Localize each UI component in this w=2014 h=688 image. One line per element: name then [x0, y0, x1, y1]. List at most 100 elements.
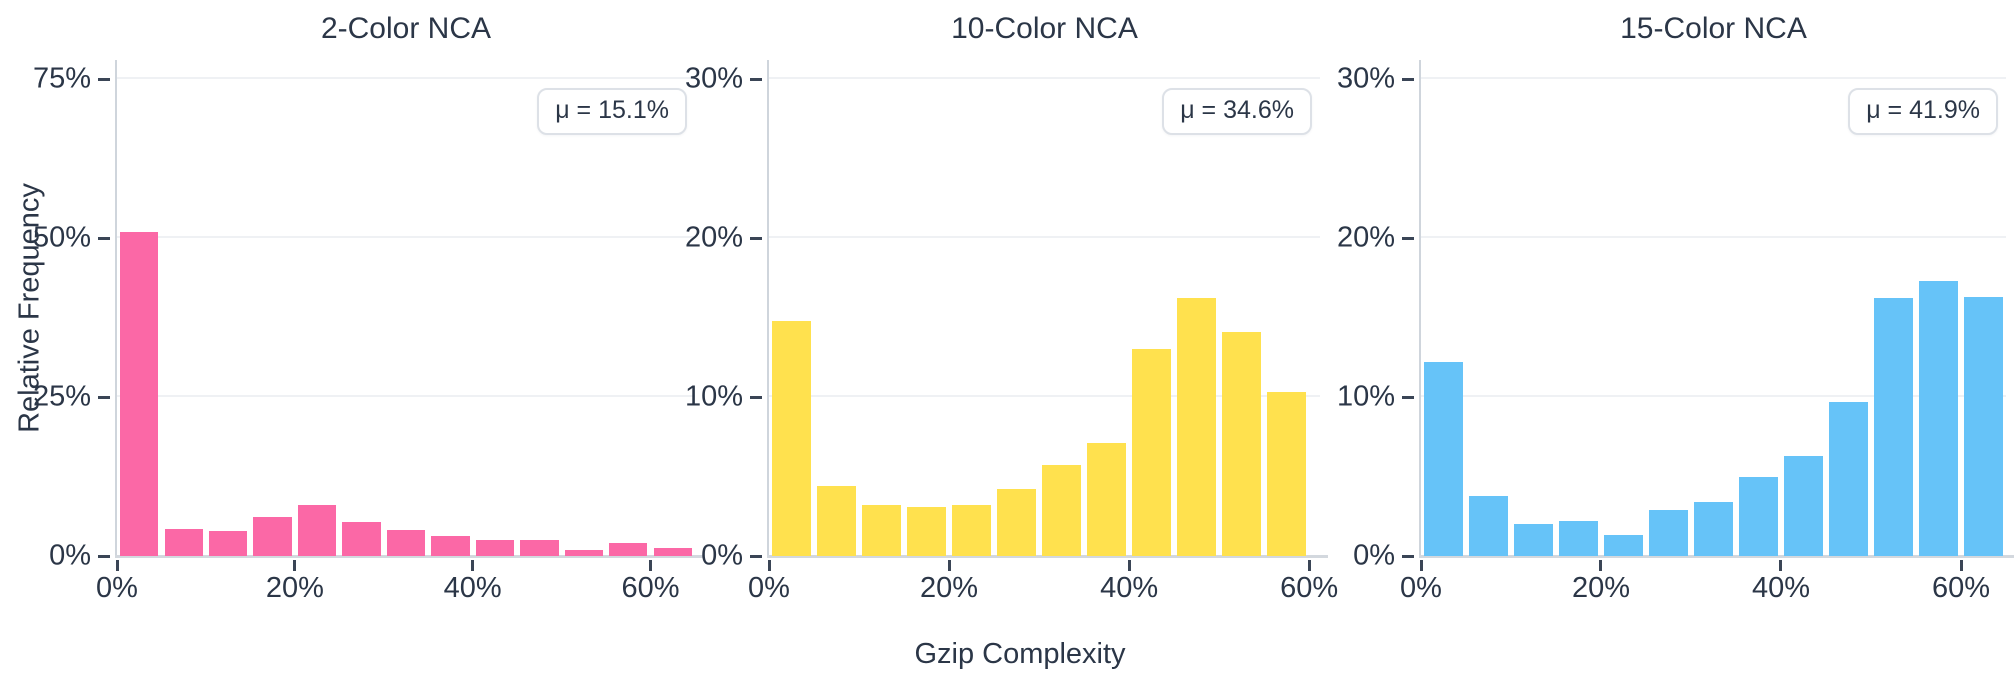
- histogram-bar: [1604, 535, 1643, 556]
- y-tick-mark: [1402, 554, 1414, 558]
- x-tick-mark: [1307, 560, 1311, 571]
- histogram-bar: [120, 231, 159, 556]
- histogram-bar: [1559, 521, 1598, 556]
- histogram-bar: [952, 505, 991, 556]
- y-axis-spine: [115, 60, 117, 558]
- gridline: [117, 236, 695, 239]
- plot-area: μ = 41.9%: [1419, 60, 2014, 558]
- histogram-bar: [1784, 455, 1823, 556]
- y-tick-mark: [1402, 395, 1414, 399]
- gridline: [1421, 395, 2006, 398]
- x-tick-label: 40%: [1751, 572, 1811, 604]
- x-tick-label: 0%: [96, 572, 138, 604]
- y-axis-spine: [1419, 60, 1421, 558]
- gridline: [117, 77, 695, 80]
- histogram-bar: [1132, 349, 1171, 556]
- gridline: [769, 395, 1320, 398]
- x-tick-label: 40%: [1100, 572, 1159, 604]
- x-tick-label: 0%: [1400, 572, 1442, 604]
- x-tick-mark: [1959, 560, 1963, 571]
- gridline: [769, 77, 1320, 80]
- histogram-bar: [475, 540, 515, 556]
- mean-annotation-text: μ = 41.9%: [1866, 96, 1980, 124]
- histogram-bar: [297, 504, 337, 556]
- histogram-bar: [997, 489, 1036, 556]
- y-tick-label: 20%: [684, 221, 743, 254]
- x-tick-label: 20%: [1571, 572, 1631, 604]
- y-tick-mark: [98, 554, 110, 558]
- panel-15-color-nca: 15-Color NCA μ = 41.9% 0% 10% 20% 30% 0% 20% 4…: [1337, 0, 2014, 688]
- y-tick-label: 0%: [701, 539, 743, 572]
- x-tick-label: 40%: [443, 572, 502, 604]
- histogram-bar: [164, 528, 203, 556]
- histogram-bar: [1267, 392, 1307, 556]
- histogram-bar: [1739, 476, 1778, 556]
- x-axis-spine: [767, 555, 1328, 558]
- y-tick-label: 0%: [1353, 539, 1395, 572]
- mean-annotation: μ = 41.9%: [1848, 88, 1998, 135]
- y-tick-mark: [750, 554, 762, 558]
- y-tick-label: 30%: [684, 62, 743, 95]
- histogram-bar: [1694, 501, 1733, 556]
- plot-area: μ = 34.6%: [767, 60, 1328, 558]
- histogram-bar: [1964, 296, 2003, 556]
- x-tick-mark: [767, 560, 771, 571]
- y-tick-mark: [750, 77, 762, 81]
- x-tick-label: 20%: [265, 572, 324, 604]
- x-tick-mark: [1127, 560, 1131, 571]
- histogram-bar: [862, 505, 901, 556]
- histogram-bar: [1874, 298, 1913, 556]
- y-tick-label: 10%: [684, 380, 743, 413]
- mean-annotation-text: μ = 34.6%: [1180, 96, 1294, 124]
- x-axis-label: Gzip Complexity: [914, 638, 1126, 670]
- histogram-bar: [1042, 465, 1081, 556]
- plot-area: μ = 15.1%: [115, 60, 703, 558]
- mean-annotation-text: μ = 15.1%: [555, 96, 669, 124]
- mean-annotation: μ = 34.6%: [1162, 88, 1312, 135]
- y-tick-label: 75%: [32, 62, 91, 95]
- mean-annotation: μ = 15.1%: [537, 88, 687, 135]
- y-tick-label: 20%: [1336, 221, 1395, 254]
- histogram-bar: [653, 547, 692, 556]
- histogram-bar: [1829, 401, 1868, 556]
- histogram-bar: [1222, 331, 1262, 556]
- gridline: [1421, 77, 2006, 80]
- y-axis-spine: [767, 60, 769, 558]
- x-axis-spine: [115, 555, 703, 558]
- x-tick-label: 60%: [1931, 572, 1991, 604]
- y-tick-mark: [1402, 77, 1414, 81]
- histogram-bar: [772, 320, 811, 556]
- gridline: [769, 236, 1320, 239]
- histogram-bar: [564, 550, 603, 556]
- histogram-bar: [253, 517, 292, 556]
- histogram-bar: [431, 535, 470, 556]
- histogram-bar: [1087, 443, 1126, 556]
- gridline: [117, 395, 695, 398]
- histogram-bar: [520, 540, 559, 556]
- x-tick-mark: [1779, 560, 1783, 571]
- y-tick-label: 30%: [1336, 62, 1395, 95]
- panel-title: 15-Color NCA: [1620, 12, 1807, 45]
- x-tick-mark: [115, 560, 119, 571]
- x-tick-mark: [947, 560, 951, 571]
- y-tick-mark: [1402, 236, 1414, 240]
- histogram-bar: [609, 542, 648, 556]
- histogram-bar: [1177, 298, 1216, 556]
- x-tick-label: 0%: [748, 572, 790, 604]
- y-tick-mark: [98, 236, 110, 240]
- x-tick-mark: [1599, 560, 1603, 571]
- x-tick-mark: [649, 560, 653, 571]
- histogram-bar: [1424, 362, 1463, 556]
- histogram-bar: [1649, 509, 1688, 556]
- histogram-bar: [1469, 495, 1508, 556]
- x-tick-mark: [1419, 560, 1423, 571]
- y-tick-mark: [750, 395, 762, 399]
- histogram-bar: [1919, 280, 1958, 556]
- x-tick-label: 20%: [920, 572, 979, 604]
- histogram-bar: [1514, 524, 1553, 556]
- y-tick-mark: [98, 77, 110, 81]
- y-tick-label: 50%: [32, 221, 91, 254]
- x-tick-label: 60%: [1280, 572, 1339, 604]
- x-tick-mark: [293, 560, 297, 571]
